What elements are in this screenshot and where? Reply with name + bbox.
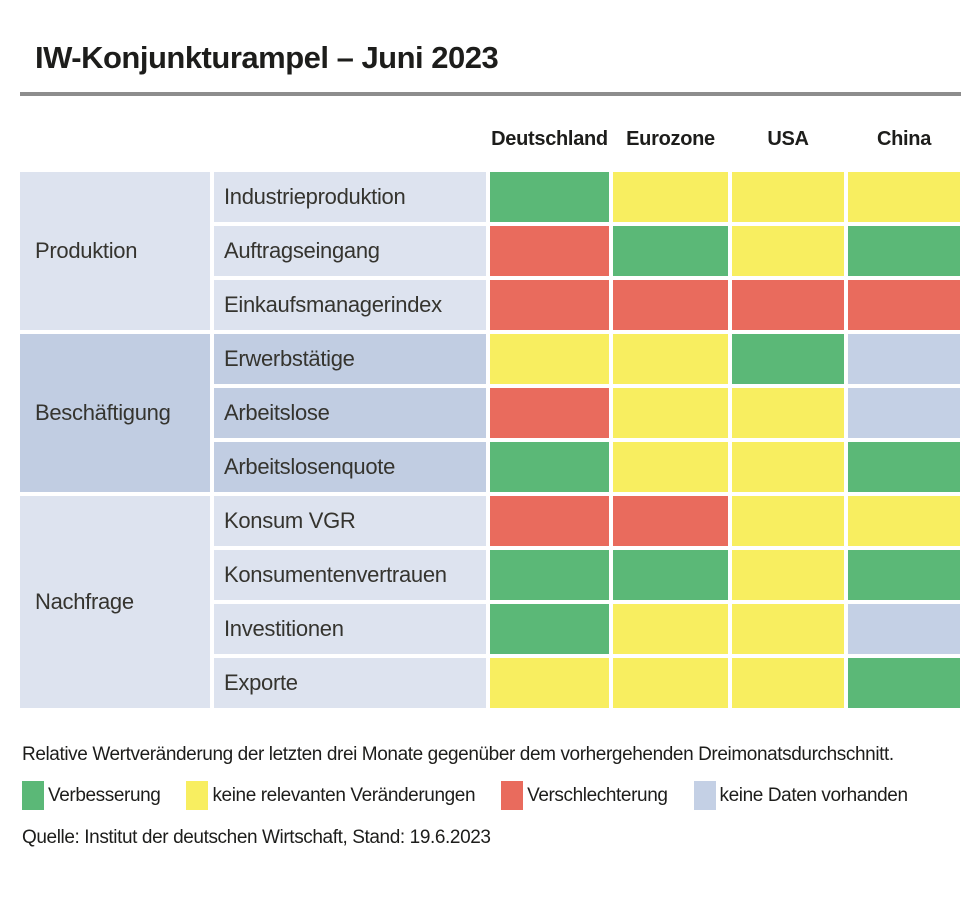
indicator-label-arbeitslosenquote: Arbeitslosenquote: [214, 442, 486, 492]
status-cell-erwerbst-tige-china: [848, 334, 960, 384]
status-cell-auftragseingang-china: [848, 226, 960, 276]
legend-label-green: Verbesserung: [48, 784, 161, 806]
column-header-row: Deutschland Eurozone USA China: [20, 128, 960, 151]
status-cell-konsumentenvertrauen-eurozone: [613, 550, 728, 600]
status-cell-arbeitslose-china: [848, 388, 960, 438]
status-cell-investitionen-eurozone: [613, 604, 728, 654]
status-cell-exporte-deutschland: [490, 658, 609, 708]
column-header-usa: USA: [767, 128, 809, 150]
legend-item-nodata: keine Daten vorhanden: [693, 781, 908, 810]
source-line: Quelle: Institut der deutschen Wirtschaf…: [22, 827, 491, 848]
status-cell-einkaufsmanagerindex-eurozone: [613, 280, 728, 330]
status-cell-konsum-vgr-eurozone: [613, 496, 728, 546]
status-cell-arbeitslose-deutschland: [490, 388, 609, 438]
status-cell-arbeitslosenquote-china: [848, 442, 960, 492]
status-cell-konsumentenvertrauen-china: [848, 550, 960, 600]
column-header-china: China: [876, 128, 932, 150]
legend-item-green: Verbesserung: [22, 781, 161, 810]
legend-swatch-nodata: [693, 781, 716, 810]
status-cell-auftragseingang-eurozone: [613, 226, 728, 276]
indicator-label-exporte: Exporte: [214, 658, 486, 708]
legend-item-red: Verschlechterung: [501, 781, 668, 810]
status-cell-investitionen-usa: [732, 604, 844, 654]
legend-swatch-yellow: [186, 781, 209, 810]
status-cell-auftragseingang-deutschland: [490, 226, 609, 276]
group-cell-nachfrage: Nachfrage: [20, 496, 210, 708]
status-cell-industrieproduktion-china: [848, 172, 960, 222]
status-cell-investitionen-deutschland: [490, 604, 609, 654]
legend-swatch-green: [22, 781, 44, 810]
status-cell-industrieproduktion-usa: [732, 172, 844, 222]
status-cell-konsum-vgr-deutschland: [490, 496, 609, 546]
status-cell-einkaufsmanagerindex-china: [848, 280, 960, 330]
footnote: Relative Wertveränderung der letzten dre…: [22, 744, 894, 765]
indicator-label-erwerbst-tige: Erwerbstätige: [214, 334, 486, 384]
column-header-eurozone: Eurozone: [626, 128, 715, 150]
legend-item-yellow: keine relevanten Veränderungen: [186, 781, 476, 810]
indicator-label-investitionen: Investitionen: [214, 604, 486, 654]
status-cell-exporte-usa: [732, 658, 844, 708]
status-cell-einkaufsmanagerindex-usa: [732, 280, 844, 330]
status-cell-konsum-vgr-china: [848, 496, 960, 546]
indicator-label-konsumentenvertrauen: Konsumentenvertrauen: [214, 550, 486, 600]
indicator-label-industrieproduktion: Industrieproduktion: [214, 172, 486, 222]
status-cell-erwerbst-tige-deutschland: [490, 334, 609, 384]
status-cell-arbeitslose-eurozone: [613, 388, 728, 438]
status-cell-industrieproduktion-eurozone: [613, 172, 728, 222]
status-cell-auftragseingang-usa: [732, 226, 844, 276]
status-cell-exporte-eurozone: [613, 658, 728, 708]
title-divider: [20, 92, 961, 96]
status-cell-konsumentenvertrauen-usa: [732, 550, 844, 600]
status-cell-industrieproduktion-deutschland: [490, 172, 609, 222]
indicator-label-arbeitslose: Arbeitslose: [214, 388, 486, 438]
status-cell-konsum-vgr-usa: [732, 496, 844, 546]
legend-label-yellow: keine relevanten Veränderungen: [212, 784, 476, 806]
status-cell-erwerbst-tige-eurozone: [613, 334, 728, 384]
group-cell-produktion: Produktion: [20, 172, 210, 330]
traffic-light-grid: Produktion Industrieproduktion Auftragsein…: [20, 172, 960, 708]
legend-label-red: Verschlechterung: [527, 784, 668, 806]
page-title: IW-Konjunkturampel – Juni 2023: [35, 40, 499, 75]
status-cell-konsumentenvertrauen-deutschland: [490, 550, 609, 600]
status-cell-arbeitslosenquote-eurozone: [613, 442, 728, 492]
status-cell-arbeitslosenquote-usa: [732, 442, 844, 492]
group-cell-besch-ftigung: Beschäftigung: [20, 334, 210, 492]
status-cell-erwerbst-tige-usa: [732, 334, 844, 384]
column-header-deutschland: Deutschland: [491, 128, 608, 150]
legend: Verbesserung keine relevanten Veränderung…: [22, 781, 908, 810]
status-cell-arbeitslosenquote-deutschland: [490, 442, 609, 492]
indicator-label-konsum-vgr: Konsum VGR: [214, 496, 486, 546]
legend-label-nodata: keine Daten vorhanden: [719, 784, 908, 806]
indicator-label-auftragseingang: Auftragseingang: [214, 226, 486, 276]
indicator-label-einkaufsmanagerindex: Einkaufsmanagerindex: [214, 280, 486, 330]
status-cell-investitionen-china: [848, 604, 960, 654]
status-cell-arbeitslose-usa: [732, 388, 844, 438]
status-cell-exporte-china: [848, 658, 960, 708]
legend-swatch-red: [501, 781, 524, 810]
status-cell-einkaufsmanagerindex-deutschland: [490, 280, 609, 330]
